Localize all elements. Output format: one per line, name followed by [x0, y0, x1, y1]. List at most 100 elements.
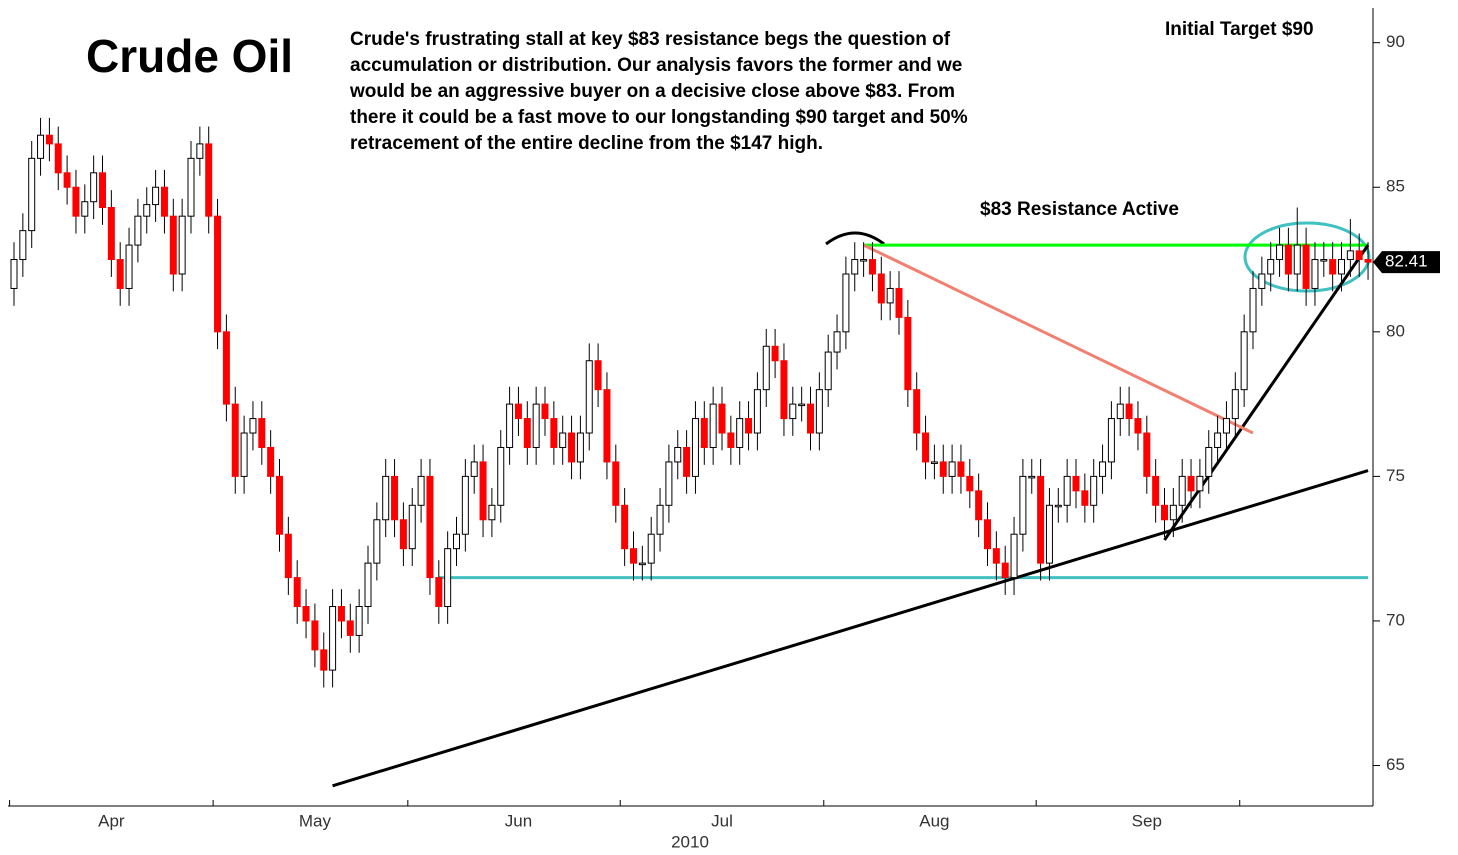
candle-body: [1205, 446, 1213, 477]
x-tick-label: May: [299, 811, 332, 830]
candle-body: [1267, 259, 1275, 275]
y-tick-label: 65: [1386, 755, 1405, 774]
candle-body: [559, 432, 567, 448]
candle-body: [10, 259, 18, 289]
candle-body: [1125, 403, 1133, 420]
candle-body: [231, 403, 239, 477]
candle-body: [81, 201, 89, 217]
candle-body: [1161, 504, 1168, 521]
candle-body: [1249, 287, 1257, 333]
candle-body: [54, 143, 62, 174]
y-tick-label: 90: [1386, 32, 1405, 51]
candle-body: [470, 461, 478, 477]
trendline: [862, 243, 1254, 435]
x-tick-label: Sep: [1132, 811, 1162, 830]
candle-body: [780, 360, 788, 420]
candle-body: [258, 418, 266, 448]
candle-body: [1099, 461, 1107, 477]
candle-body: [205, 143, 213, 217]
candle-body: [1107, 418, 1115, 463]
commentary-line: would be an aggressive buyer on a decisi…: [349, 81, 955, 102]
candle-body: [807, 403, 814, 434]
candle-body: [1240, 331, 1248, 391]
candle-body: [1329, 259, 1337, 275]
chart-title: Crude Oil: [86, 30, 293, 82]
candle-body: [143, 204, 151, 217]
candle-body: [311, 620, 319, 651]
candle-body: [975, 490, 983, 521]
candle-body: [762, 345, 770, 391]
candle-body: [134, 215, 142, 246]
candle-body: [630, 548, 637, 564]
candle-body: [1284, 244, 1292, 275]
candle-body: [1001, 562, 1009, 579]
candle-body: [753, 389, 761, 434]
candle-body: [603, 389, 611, 463]
candle-body: [196, 143, 204, 159]
candle-body: [399, 519, 407, 550]
candle-body: [1143, 432, 1151, 477]
x-tick-label: Apr: [98, 811, 125, 830]
candle-body: [860, 259, 868, 262]
candle-body: [1302, 244, 1310, 289]
candle-body: [771, 345, 779, 362]
candle-body: [833, 331, 841, 353]
last-price-label: 82.41: [1385, 252, 1428, 271]
candle-body: [417, 475, 425, 506]
candle-body: [904, 316, 912, 391]
candle-body: [382, 475, 390, 521]
candle-body: [391, 475, 399, 521]
candle-body: [160, 186, 168, 217]
candle-body: [727, 432, 735, 448]
candle-body: [1134, 418, 1142, 434]
candle-body: [745, 418, 753, 434]
candle-body: [966, 475, 974, 492]
candle-body: [1222, 418, 1230, 434]
candle-body: [355, 606, 363, 636]
candle-body: [541, 403, 549, 420]
candle-body: [116, 259, 124, 289]
candle-body: [647, 533, 655, 564]
candle-body: [1258, 273, 1266, 289]
candle-body: [594, 360, 602, 391]
candle-body: [992, 548, 1000, 564]
x-tick-label: Jun: [505, 811, 532, 830]
candle-body: [736, 418, 744, 448]
y-tick-label: 75: [1386, 466, 1405, 485]
candle-body: [1054, 504, 1062, 508]
candle-body: [267, 446, 275, 477]
candle-body: [1276, 244, 1284, 261]
candle-body: [240, 432, 248, 477]
candle-body: [1037, 475, 1045, 564]
candle-body: [1355, 250, 1363, 261]
candle-body: [178, 215, 186, 275]
candle-body: [851, 259, 859, 275]
candle-body: [1081, 490, 1089, 506]
candle-body: [930, 461, 938, 464]
candle-body: [886, 287, 894, 304]
commentary-line: there it could be a fast move to our lon…: [350, 107, 968, 128]
candle-body: [948, 461, 956, 477]
candle-body: [293, 577, 301, 608]
candle-body: [1338, 259, 1345, 275]
candle-body: [320, 649, 328, 671]
commentary-line: accumulation or distribution. Our analys…: [350, 55, 962, 76]
candle-body: [63, 172, 71, 188]
candle-body: [1196, 475, 1204, 492]
candle-body: [709, 403, 717, 448]
y-tick-label: 80: [1386, 321, 1405, 340]
candle-body: [638, 562, 646, 566]
candle-body: [1214, 432, 1222, 448]
candle-body: [913, 389, 921, 434]
candle-body: [691, 418, 699, 477]
candle-body: [612, 461, 620, 506]
candle-body: [523, 418, 531, 448]
candle-body: [700, 418, 708, 448]
candle-body: [373, 519, 381, 564]
candle-body: [1320, 259, 1328, 262]
candle-body: [1231, 389, 1239, 420]
candle-body: [957, 461, 965, 477]
candle-body: [99, 172, 106, 209]
candle-body: [532, 403, 540, 448]
candle-body: [435, 577, 443, 608]
